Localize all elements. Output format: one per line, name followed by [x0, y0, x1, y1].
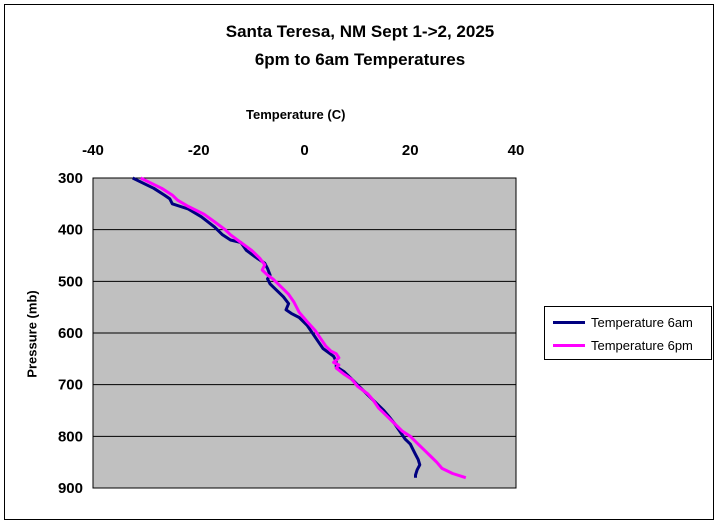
series-line-6am — [132, 176, 422, 478]
series-lines — [132, 176, 467, 480]
y-tick-label: 500 — [58, 273, 83, 290]
x-tick-label: 0 — [300, 142, 308, 159]
x-tick-label: 20 — [402, 142, 419, 159]
chart-subtitle: 6pm to 6am Temperatures — [254, 50, 466, 69]
y-tick-label: 700 — [58, 377, 83, 394]
grid-lines — [93, 229, 516, 437]
x-tick-label: -20 — [188, 142, 210, 159]
legend: Temperature 6am Temperature 6pm — [544, 306, 712, 360]
legend-item-6pm: Temperature 6pm — [553, 336, 693, 354]
x-axis-label: Temperature (C) — [246, 107, 346, 122]
legend-label-6pm: Temperature 6pm — [591, 337, 693, 353]
chart-title: Santa Teresa, NM Sept 1->2, 2025 — [225, 22, 495, 41]
x-tick-labels: -40 -20 0 20 40 — [82, 142, 524, 159]
x-tick-label: 40 — [508, 142, 525, 159]
series-line-6pm — [139, 176, 467, 480]
y-tick-label: 400 — [58, 222, 83, 239]
y-tick-label: 800 — [58, 428, 83, 445]
y-tick-labels: 300 400 500 600 700 800 900 — [58, 170, 83, 497]
x-tick-label: -40 — [82, 142, 104, 159]
legend-swatch-6am — [553, 320, 585, 324]
legend-label-6am: Temperature 6am — [591, 314, 693, 330]
legend-item-6am: Temperature 6am — [553, 313, 693, 331]
y-tick-label: 300 — [58, 170, 83, 187]
y-tick-label: 900 — [58, 480, 83, 497]
legend-swatch-6pm — [553, 343, 585, 347]
y-tick-label: 600 — [58, 325, 83, 342]
